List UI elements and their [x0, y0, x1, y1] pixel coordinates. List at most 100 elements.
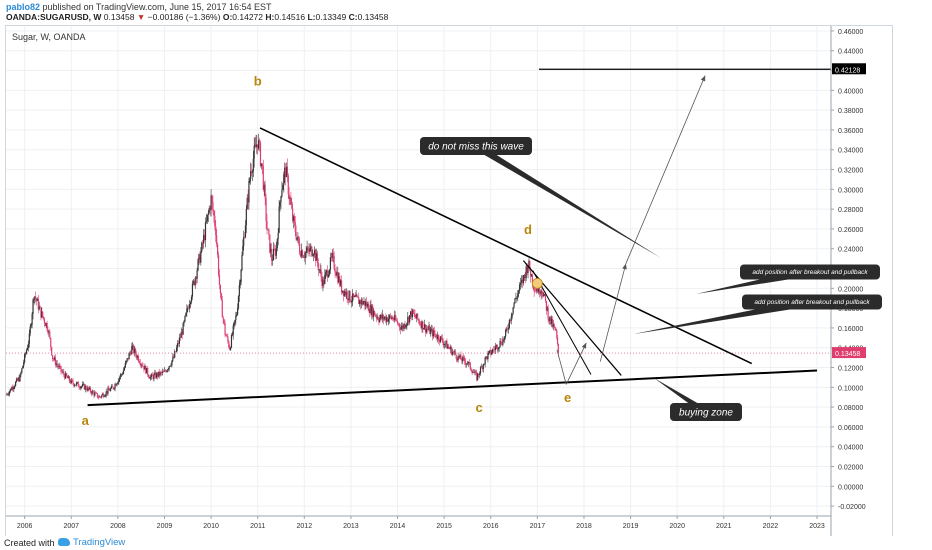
candle-body [241, 255, 243, 270]
candle-body [327, 270, 329, 278]
candle-body [159, 372, 161, 376]
candle-body [12, 387, 14, 390]
drawings [6, 68, 831, 407]
candle-body [130, 352, 132, 355]
x-tick-label: 2008 [110, 523, 126, 530]
candle-body [144, 365, 146, 370]
y-tick-label: 0.40000 [838, 88, 863, 95]
candle-body [330, 257, 332, 258]
candle-body [94, 392, 96, 396]
candle-body [175, 351, 177, 353]
author-link[interactable]: pablo82 [6, 2, 41, 12]
candle-body [416, 313, 418, 319]
candle-body [396, 321, 399, 324]
candle-body [188, 308, 190, 310]
candle-body [466, 363, 469, 365]
candle-body [196, 270, 198, 279]
candle-body [519, 282, 522, 285]
candle-body [491, 352, 493, 355]
candle-body [197, 259, 199, 271]
target-price-badge [832, 63, 866, 75]
candle-body [342, 290, 345, 296]
candle-body [480, 366, 483, 368]
candle-body [324, 274, 326, 285]
candle-body [525, 266, 527, 279]
candle-body [234, 320, 236, 323]
candle-body [362, 302, 364, 305]
ohlc-info: OANDA:SUGARUSD, W 0.13458 ▼ −0.00186 (−1… [6, 12, 388, 22]
candle-body [35, 296, 37, 299]
candle-body [89, 387, 92, 392]
candle-body [141, 364, 143, 366]
candle-body [493, 349, 496, 351]
callout-add-position-2-box [742, 294, 882, 310]
candle-body [189, 301, 192, 305]
candle-body [287, 175, 289, 195]
candle-body [399, 327, 401, 330]
candle-body [247, 197, 249, 203]
candle-body [450, 347, 452, 350]
candle-body [341, 290, 344, 293]
price-chart[interactable]: -0.02000 0.00000 0.02000 0.04000 0.06000 0.08… [6, 26, 892, 537]
symbol-label: OANDA:SUGARUSD, W [6, 12, 102, 22]
candle-body [219, 284, 222, 294]
candle-body [328, 269, 331, 275]
projection-up-2-head [622, 263, 627, 270]
candle-body [460, 354, 462, 360]
candle-body [299, 243, 301, 254]
candle-body [331, 252, 333, 258]
candle-body [468, 361, 470, 363]
candle-body [17, 377, 19, 381]
y-tick-label: 0.36000 [838, 128, 863, 135]
candle-body [178, 337, 180, 345]
candle-body [162, 371, 164, 373]
candle-body [514, 298, 516, 304]
candle-body [283, 174, 285, 186]
candle-body [385, 316, 387, 322]
candle-body [304, 252, 306, 259]
candle-body [520, 279, 523, 283]
candle-body [268, 229, 270, 235]
candle-body [352, 293, 355, 297]
candle-body [551, 318, 553, 324]
candle-body [518, 290, 520, 294]
candle-body [349, 290, 351, 301]
candle-body [58, 365, 60, 368]
candle-body [307, 247, 309, 250]
chart-frame[interactable]: -0.02000 0.00000 0.02000 0.04000 0.06000 0.08… [5, 25, 893, 538]
candle-body [50, 337, 52, 347]
candle-body [190, 296, 193, 302]
candle-body [270, 248, 272, 253]
candle-body [95, 392, 97, 394]
candle-body [409, 315, 411, 323]
candle-body [57, 365, 59, 368]
candle-body [390, 316, 392, 319]
candle-body [467, 361, 469, 364]
candle-body [465, 363, 468, 365]
candle-body [112, 386, 114, 389]
candle-body [289, 198, 291, 199]
candle-body [553, 324, 555, 327]
candle-body [250, 170, 252, 179]
candle-body [76, 382, 78, 383]
footer: Created with TradingView [0, 536, 932, 550]
candle-body [537, 289, 539, 293]
candle-body [472, 372, 474, 374]
candle-body [391, 317, 393, 319]
candle-body [180, 331, 182, 338]
candle-body [431, 328, 433, 330]
candle-body [318, 269, 320, 271]
candle-body [509, 319, 511, 321]
candle-body [323, 279, 325, 285]
candle-body [528, 260, 530, 267]
candle-body [160, 372, 162, 373]
candle-body [89, 387, 91, 390]
candle-body [169, 365, 171, 367]
candle-body [371, 306, 373, 315]
candle-body [442, 341, 444, 346]
candle-body [462, 356, 464, 362]
candle-body [345, 291, 347, 296]
candle-body [417, 319, 420, 321]
tradingview-logo[interactable]: TradingView [58, 537, 125, 548]
candle-body [546, 307, 548, 311]
